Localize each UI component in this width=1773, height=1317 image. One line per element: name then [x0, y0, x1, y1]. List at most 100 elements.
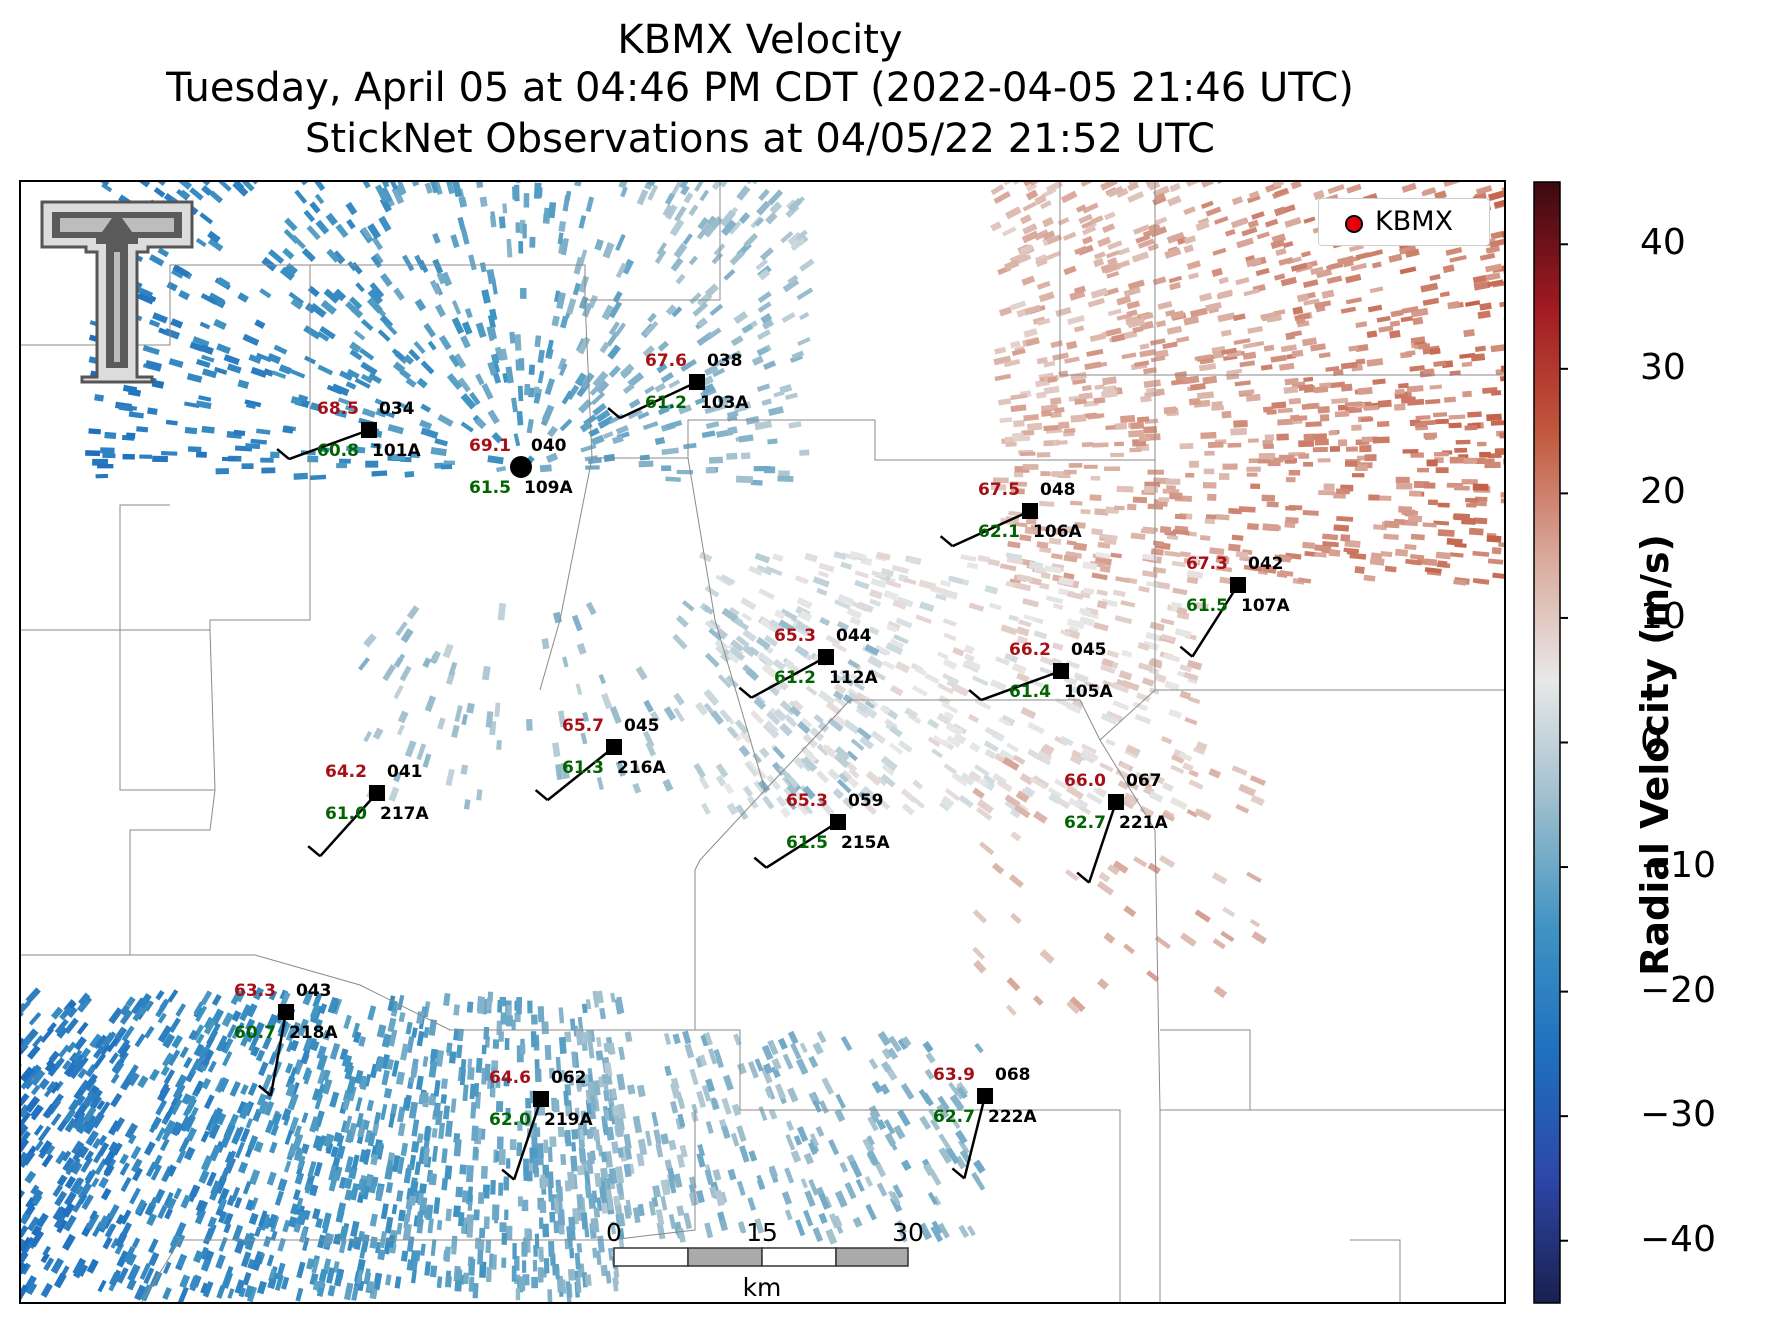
colorbar-tick-label: 40 — [1640, 222, 1686, 264]
station-id: 101A — [372, 441, 421, 461]
station-112A: 65.3 044 61.2 112A — [738, 626, 878, 699]
station-temp: 69.1 — [469, 436, 511, 456]
station-wind-dir: 044 — [836, 626, 872, 646]
colorbar-tick-label: −10 — [1640, 845, 1716, 887]
station-id: 103A — [700, 393, 749, 413]
station-plots: 67.6 038 61.2 103A 68.5 034 60.8 101A 69.1 040 61.… — [234, 351, 1290, 1181]
station-temp: 66.0 — [1064, 771, 1106, 791]
station-marker — [369, 785, 385, 801]
station-marker — [1108, 794, 1124, 810]
station-wind-dir: 045 — [1071, 640, 1107, 660]
velocity-field — [20, 181, 1505, 1303]
station-marker — [606, 739, 622, 755]
station-marker — [830, 814, 846, 830]
station-217A: 64.2 041 61.0 217A — [307, 762, 429, 858]
station-wind-dir: 041 — [387, 762, 423, 782]
wind-barb — [512, 1098, 543, 1181]
station-temp: 68.5 — [317, 399, 359, 419]
station-wind-dir: 068 — [995, 1065, 1031, 1085]
station-dewpoint: 60.7 — [234, 1023, 276, 1043]
wind-barb — [750, 655, 827, 699]
station-dewpoint: 61.0 — [325, 804, 367, 824]
wind-barb-flag — [939, 535, 954, 548]
station-temp: 67.5 — [978, 480, 1020, 500]
wind-barb — [546, 746, 615, 802]
station-id: 217A — [380, 804, 429, 824]
station-id: 107A — [1241, 596, 1290, 616]
station-temp: 63.3 — [234, 981, 276, 1001]
wind-barb — [319, 792, 378, 858]
station-marker — [1022, 503, 1038, 519]
wind-barb — [963, 1095, 987, 1179]
station-marker — [278, 1004, 294, 1020]
colorbar-ticks — [1560, 243, 1568, 1242]
station-215A: 65.3 059 61.5 215A — [753, 791, 890, 869]
station-marker — [361, 422, 377, 438]
colorbar-tick-label: −20 — [1640, 969, 1716, 1011]
scale-bar — [613, 1247, 909, 1267]
station-temp: 63.9 — [933, 1065, 975, 1085]
colorbar-tick-label: 0 — [1640, 720, 1663, 762]
colorbar-tick-label: 10 — [1640, 595, 1686, 637]
station-id: 106A — [1033, 522, 1082, 542]
station-wind-dir: 042 — [1248, 554, 1284, 574]
station-id: 215A — [841, 833, 890, 853]
station-wind-dir: 062 — [551, 1068, 587, 1088]
colorbar — [1533, 181, 1561, 1304]
station-dewpoint: 62.7 — [933, 1107, 975, 1127]
station-219A: 64.6 062 62.0 219A — [489, 1068, 593, 1181]
wind-barb — [288, 428, 370, 461]
station-dewpoint: 62.7 — [1064, 813, 1106, 833]
wind-barb-flag — [534, 789, 549, 802]
wind-barb-flag — [257, 1084, 272, 1097]
station-id: 216A — [617, 758, 666, 778]
wind-barb — [619, 380, 698, 420]
station-id: 218A — [289, 1023, 338, 1043]
station-id: 222A — [988, 1107, 1037, 1127]
station-wind-dir: 059 — [848, 791, 884, 811]
station-218A: 63.3 043 60.7 218A — [234, 981, 338, 1097]
station-temp: 64.2 — [325, 762, 367, 782]
station-id: 221A — [1119, 813, 1168, 833]
colorbar-tick-label: 30 — [1640, 346, 1686, 388]
station-id: 105A — [1064, 682, 1113, 702]
station-dewpoint: 62.1 — [978, 522, 1020, 542]
scale-label-15: 15 — [746, 1218, 778, 1247]
wind-barb — [980, 669, 1062, 702]
chart-subtitle-time: Tuesday, April 05 at 04:46 PM CDT (2022-… — [166, 65, 1354, 111]
station-temp: 65.3 — [774, 626, 816, 646]
station-107A: 67.3 042 61.5 107A — [1179, 554, 1290, 658]
station-wind-dir: 040 — [531, 436, 567, 456]
station-dewpoint: 61.2 — [774, 668, 816, 688]
station-222A: 63.9 068 62.7 222A — [933, 1065, 1037, 1180]
station-221A: 66.0 067 62.7 221A — [1064, 771, 1168, 884]
wind-barb — [952, 509, 1031, 548]
scale-label-0: 0 — [606, 1218, 622, 1247]
colorbar-tick-label: −40 — [1640, 1218, 1716, 1260]
station-wind-dir: 034 — [379, 399, 415, 419]
station-temp: 64.6 — [489, 1068, 531, 1088]
station-101A: 68.5 034 60.8 101A — [276, 399, 421, 461]
station-dewpoint: 61.5 — [469, 478, 511, 498]
station-temp: 66.2 — [1009, 640, 1051, 660]
wind-barb-flag — [1179, 645, 1194, 658]
station-dewpoint: 62.0 — [489, 1110, 531, 1130]
radar-site-marker — [510, 456, 532, 478]
wind-barb-flag — [501, 1168, 515, 1181]
station-temp: 67.6 — [645, 351, 687, 371]
legend: KBMX — [1318, 198, 1490, 246]
station-106A: 67.5 048 62.1 106A — [939, 480, 1082, 548]
station-temp: 65.7 — [562, 716, 604, 736]
station-marker — [1230, 577, 1246, 593]
wind-barb — [269, 1011, 288, 1096]
wind-barb-flag — [307, 845, 321, 858]
station-marker — [1053, 663, 1069, 679]
legend-label: KBMX — [1375, 206, 1454, 237]
station-dewpoint: 60.8 — [317, 441, 359, 461]
scale-label-30: 30 — [892, 1218, 924, 1247]
wind-barb-flag — [968, 689, 982, 702]
station-id: 112A — [829, 668, 878, 688]
wind-barb-flag — [753, 856, 768, 869]
station-temp: 67.3 — [1186, 554, 1228, 574]
